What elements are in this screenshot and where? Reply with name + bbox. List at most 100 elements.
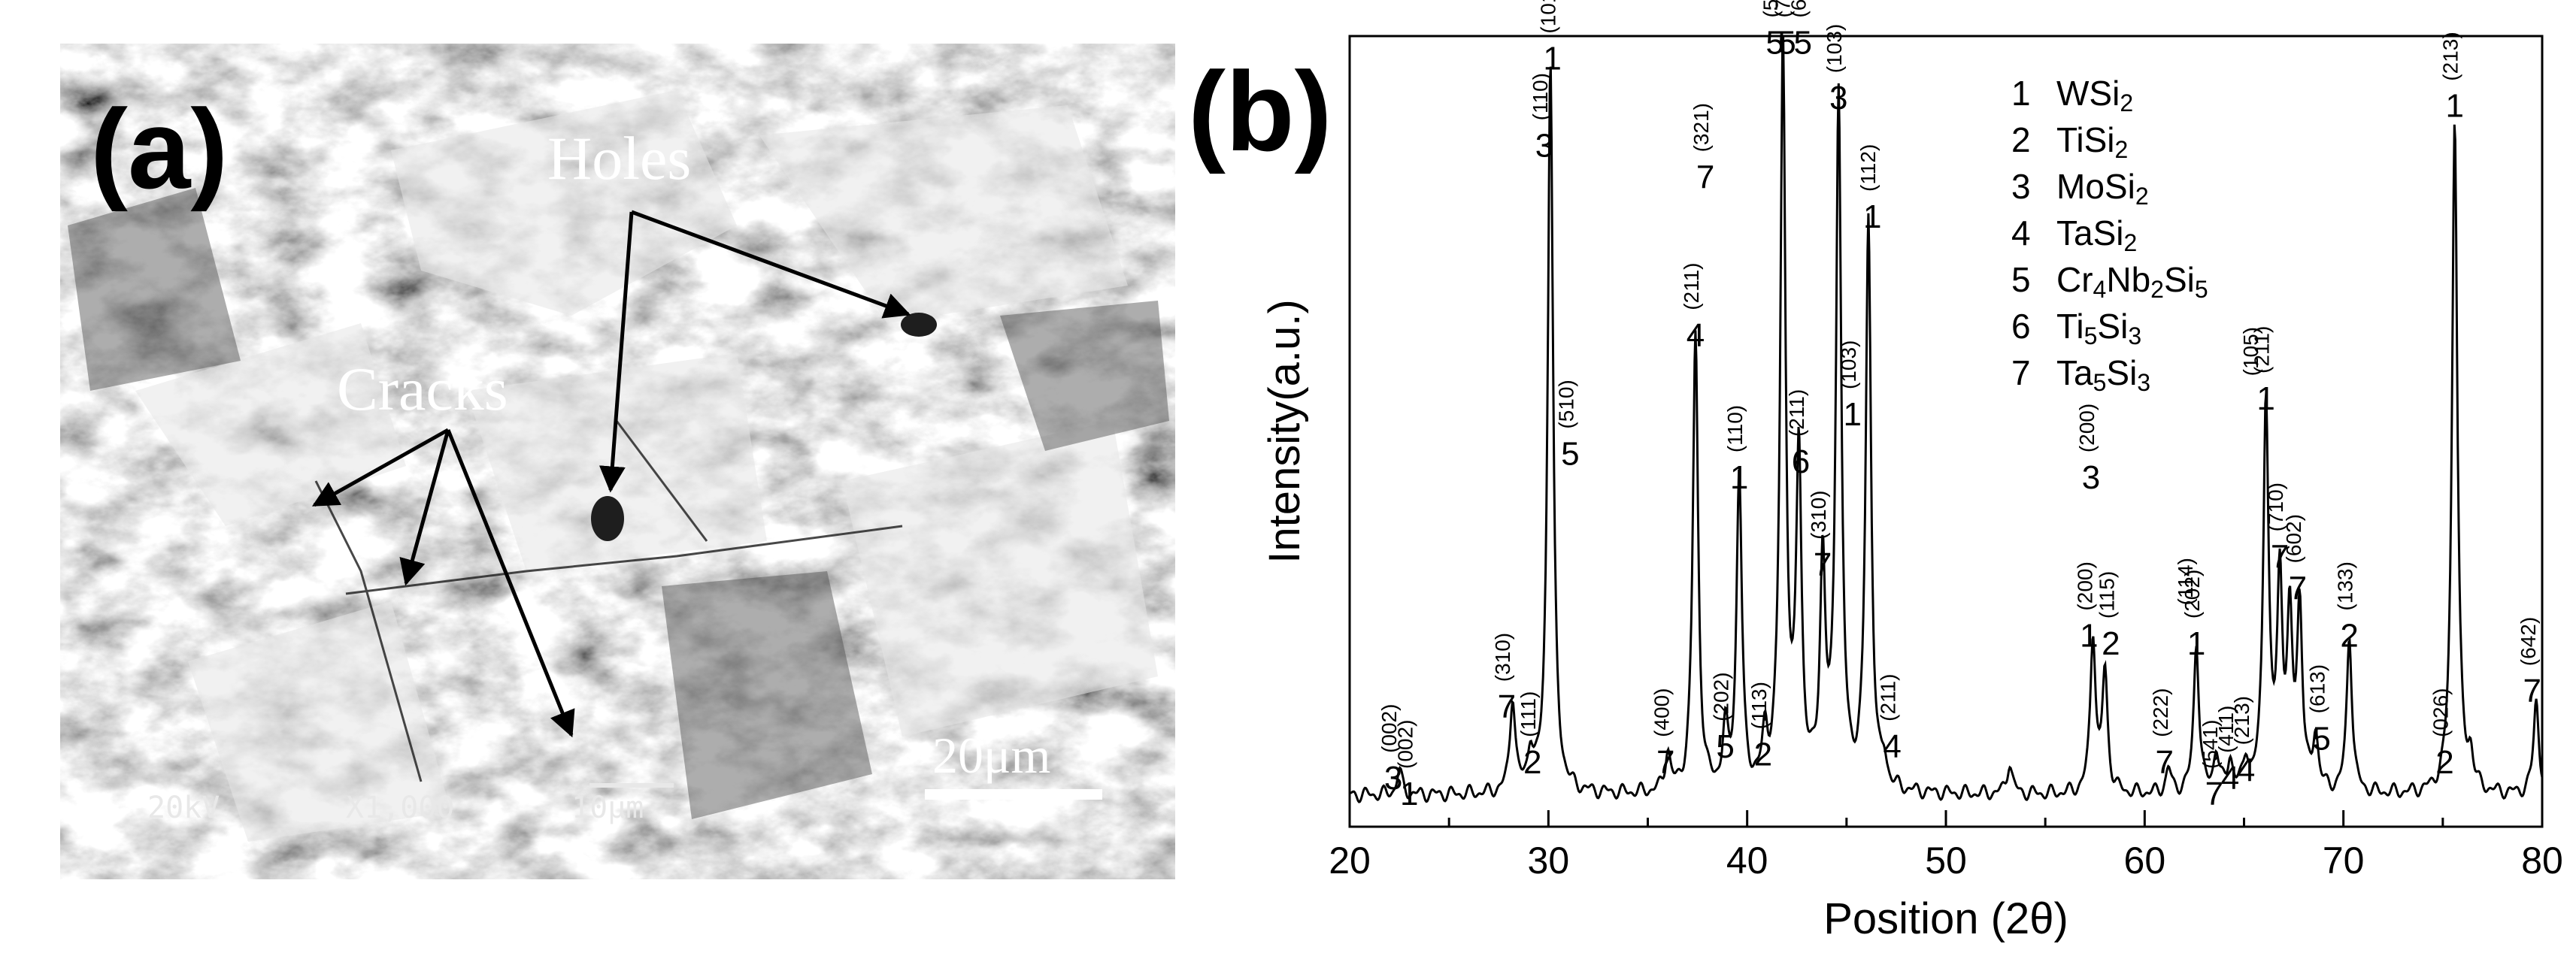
- peak-hkl-label: (213): [2439, 32, 2462, 80]
- legend-phase: Cr4Nb2Si5: [2056, 260, 2208, 303]
- peak-phase-label: 7: [2156, 744, 2174, 781]
- hole-mark: [901, 313, 937, 337]
- peak-hkl-label: (202): [1710, 672, 1733, 721]
- peak-hkl-label: (202): [2181, 570, 2204, 619]
- peak-phase-label: 1: [2256, 380, 2274, 417]
- legend-number: 4: [2011, 213, 2031, 253]
- y-axis-label: Intensity(a.u.): [1260, 299, 1309, 563]
- cracks-arrows: [311, 428, 575, 738]
- peak-hkl-label: (112): [1856, 144, 1880, 192]
- peak-phase-label: 3: [2082, 459, 2100, 496]
- hole-mark: [591, 496, 624, 541]
- scale-bar: 20μm: [925, 727, 1102, 800]
- peak-hkl-label: (400): [1650, 688, 1673, 737]
- panel-a: (a) Holes Cracks 20μm 20kV X1,000 10μm: [60, 44, 1175, 879]
- peak-hkl-label: (310): [1807, 491, 1830, 540]
- peak-phase-label: 7: [2289, 570, 2307, 607]
- peak-phase-label: 2: [2340, 618, 2358, 655]
- peak-phase-label: 2: [1754, 736, 1772, 773]
- legend-phase: TiSi2: [2056, 120, 2128, 163]
- peak-hkl-label: (211): [2250, 326, 2274, 374]
- peak-phase-label: 7: [2205, 776, 2223, 812]
- peak-phase-label: 1: [1844, 396, 1862, 433]
- sem-image: [60, 44, 1175, 879]
- legend-phase: TaSi2: [2056, 213, 2137, 256]
- peak-phase-label: 4: [1687, 317, 1705, 354]
- peak-phase-label: 1: [1863, 198, 1881, 235]
- x-tick-label: 70: [2323, 839, 2365, 882]
- x-tick-label: 20: [1329, 839, 1371, 882]
- peak-hkl-label: (026): [2429, 688, 2452, 737]
- peak-labels: 3(002)1(002)7(310)2(111)3(110)1(101)5(51…: [1377, 0, 2541, 812]
- legend-phase: Ti5Si3: [2056, 307, 2141, 349]
- cracks-annotation: Cracks: [337, 355, 508, 423]
- panel-a-label: (a): [90, 86, 228, 212]
- peak-phase-label: 1: [1543, 41, 1561, 77]
- peak-phase-label: 1: [2080, 618, 2098, 655]
- peak-hkl-label: (510): [1554, 380, 1577, 428]
- legend-number: 7: [2011, 353, 2031, 392]
- peak-hkl-label: (211): [1680, 263, 1703, 310]
- peak-hkl-label: (114): [2174, 558, 2197, 605]
- peak-hkl-label: (200): [2075, 404, 2099, 452]
- peak-phase-label: 3: [1535, 127, 1553, 164]
- peak-hkl-label: (111): [1517, 691, 1540, 737]
- legend: 1 WSi2 2 TiSi2 3 MoSi2 4 TaSi2 5 Cr4Nb2Si5 6 Ti5Si3…: [2011, 74, 2208, 396]
- peak-phase-label: 5: [2312, 720, 2330, 757]
- peak-hkl-label: (710): [1771, 0, 1795, 18]
- peak-hkl-label: (321): [1690, 103, 1713, 152]
- xrd-chart: 20 30 40 50 60 70 80 Position (2θ) Intensity(a…: [1260, 0, 2563, 943]
- peak-hkl-label: (002): [1377, 704, 1401, 753]
- peak-phase-label: 4: [2221, 760, 2239, 797]
- sem-magnification: X1,000: [346, 791, 455, 825]
- peak-phase-label: 5: [1777, 25, 1796, 62]
- peak-phase-label: 2: [2435, 744, 2453, 781]
- peak-hkl-label: (133): [2334, 561, 2357, 610]
- legend-phase: WSi2: [2056, 74, 2133, 116]
- peak-hkl-label: (200): [2073, 561, 2096, 610]
- legend-phase: Ta5Si3: [2056, 353, 2150, 396]
- holes-annotation: Holes: [547, 124, 691, 192]
- x-tick-label: 40: [1726, 839, 1768, 882]
- peak-phase-label: 7: [2271, 538, 2289, 575]
- peak-hkl-label: (642): [2517, 617, 2540, 666]
- peak-phase-label: 7: [1814, 546, 1832, 583]
- peak-phase-label: 7: [1656, 744, 1674, 781]
- peak-hkl-label: (613): [2306, 664, 2329, 713]
- peak-hkl-label: (103): [1837, 340, 1860, 389]
- legend-number: 1: [2011, 74, 2031, 113]
- xrd-trace: [1349, 35, 2544, 803]
- scale-bar-label: 20μm: [932, 727, 1050, 784]
- x-tick-label: 60: [2124, 839, 2166, 882]
- peak-hkl-label: (002): [1393, 720, 1417, 769]
- peak-hkl-label: (115): [2095, 571, 2118, 619]
- peak-phase-label: 2: [2102, 625, 2120, 662]
- peak-phase-label: 7: [1696, 159, 1714, 195]
- peak-hkl-label: (113): [1747, 682, 1771, 729]
- peak-hkl-label: (411): [2214, 706, 2238, 753]
- peak-hkl-label: (710): [2264, 482, 2287, 531]
- peak-phase-label: 5: [1765, 25, 1784, 62]
- peak-hkl-label: (620): [1787, 0, 1811, 18]
- panel-b-label: (b): [1188, 48, 1332, 174]
- peak-phase-label: 1: [1400, 776, 1418, 812]
- peak-hkl-label: (105): [2239, 327, 2262, 376]
- legend-number: 5: [2011, 260, 2031, 299]
- peak-phase-label: 1: [2445, 88, 2463, 125]
- peak-hkl-label: (110): [1529, 73, 1552, 120]
- legend-phase: MoSi2: [2056, 167, 2149, 210]
- peak-hkl-label: (222): [2149, 688, 2172, 737]
- peak-phase-label: 1: [1730, 459, 1748, 496]
- peak-phase-label: 1: [2187, 625, 2205, 662]
- peak-phase-label: 3: [1384, 760, 1402, 797]
- legend-number: 2: [2011, 120, 2031, 159]
- peak-phase-label: 2: [1523, 744, 1541, 781]
- peak-hkl-label: (213): [2230, 696, 2253, 745]
- x-tick-label: 50: [1925, 839, 1967, 882]
- peak-hkl-label: (211): [1785, 389, 1808, 437]
- peak-phase-label: 7: [1498, 688, 1516, 725]
- peak-phase-label: 4: [1883, 728, 1901, 765]
- peak-phase-label: 5: [1716, 728, 1734, 765]
- peak-hkl-label: (310): [1491, 633, 1514, 682]
- peak-phase-label: 7: [2523, 673, 2541, 709]
